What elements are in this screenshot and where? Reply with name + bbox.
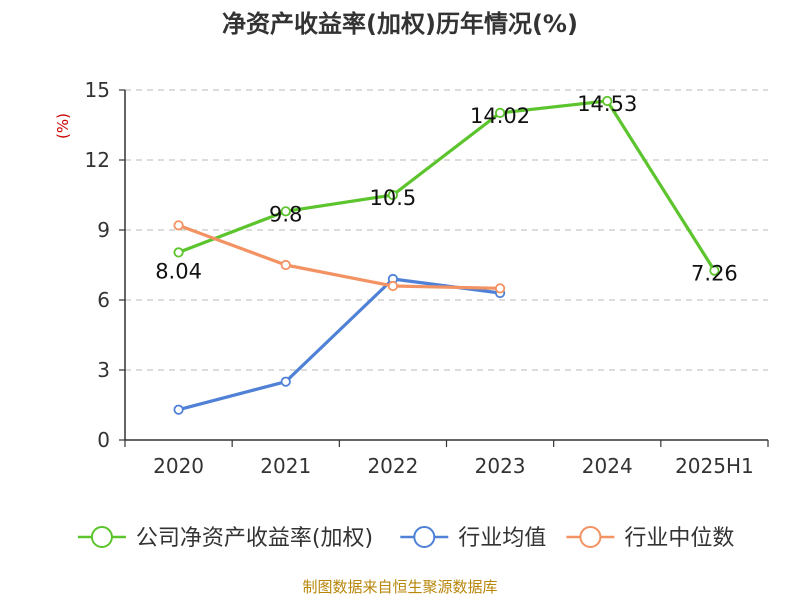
legend-item-2[interactable]: 行业中位数 (566, 526, 734, 551)
x-tick-label: 2021 (260, 454, 311, 478)
x-tick-label: 2024 (582, 454, 633, 478)
data-point-series-0[interactable] (387, 189, 399, 201)
series-line-1 (176, 277, 502, 412)
legend[interactable]: 公司净资产收益率(加权) 行业均值 行业中位数 (77, 526, 734, 551)
y-tick-label: 6 (97, 288, 110, 312)
y-tick-label: 15 (85, 78, 110, 102)
data-point-series-0[interactable] (173, 247, 184, 258)
data-labels: 8.04 9.8 10.5 14.02 14.53 7.26 (155, 92, 738, 286)
y-tick-label: 9 (97, 218, 110, 242)
x-tick-label: 2023 (475, 454, 526, 478)
y-tick-label: 3 (97, 358, 110, 382)
data-point-series-2[interactable] (173, 220, 184, 231)
data-label: 14.02 (470, 104, 530, 128)
axes: 0 3 6 9 12 15 2020 2021 2022 2023 2024 2025H1 (85, 78, 769, 478)
legend-label: 行业均值 (458, 526, 546, 551)
series-points (173, 95, 720, 415)
x-tick-label: 2025H1 (675, 454, 754, 478)
data-point-series-0[interactable] (602, 95, 613, 107)
legend-item-1[interactable]: 行业均值 (400, 526, 546, 551)
grid-lines (125, 89, 768, 371)
chart-title: 净资产收益率(加权)历年情况(%) (222, 10, 578, 38)
data-label: 10.5 (370, 186, 417, 210)
data-point-series-2[interactable] (494, 283, 506, 294)
y-axis-unit-label: (%) (54, 113, 72, 139)
legend-label: 行业中位数 (624, 526, 734, 551)
y-tick-label: 12 (85, 148, 110, 172)
series-line-0 (176, 99, 717, 273)
data-label: 9.8 (269, 202, 302, 226)
legend-item-0[interactable]: 公司净资产收益率(加权) (77, 526, 373, 551)
series-lines (176, 99, 717, 412)
legend-circle-icon (413, 526, 436, 548)
legend-label: 公司净资产收益率(加权) (136, 526, 373, 551)
data-point-series-0[interactable] (280, 206, 291, 217)
y-tick-label: 0 (97, 428, 110, 452)
data-point-series-1[interactable] (173, 404, 184, 415)
data-label: 14.53 (577, 92, 637, 116)
data-label: 8.04 (155, 259, 202, 283)
series-line-2 (176, 223, 502, 290)
legend-circle-icon (90, 526, 113, 548)
data-label: 7.26 (691, 262, 738, 286)
data-point-series-2[interactable] (280, 259, 291, 271)
data-point-series-2[interactable] (387, 280, 399, 292)
legend-circle-icon (579, 526, 602, 548)
x-tick-label: 2020 (153, 454, 204, 478)
data-point-series-0[interactable] (709, 265, 720, 276)
x-tick-label: 2022 (367, 454, 418, 478)
data-point-series-1[interactable] (280, 376, 291, 387)
data-point-series-0[interactable] (494, 107, 506, 118)
source-note: 制图数据来自恒生聚源数据库 (302, 578, 497, 596)
